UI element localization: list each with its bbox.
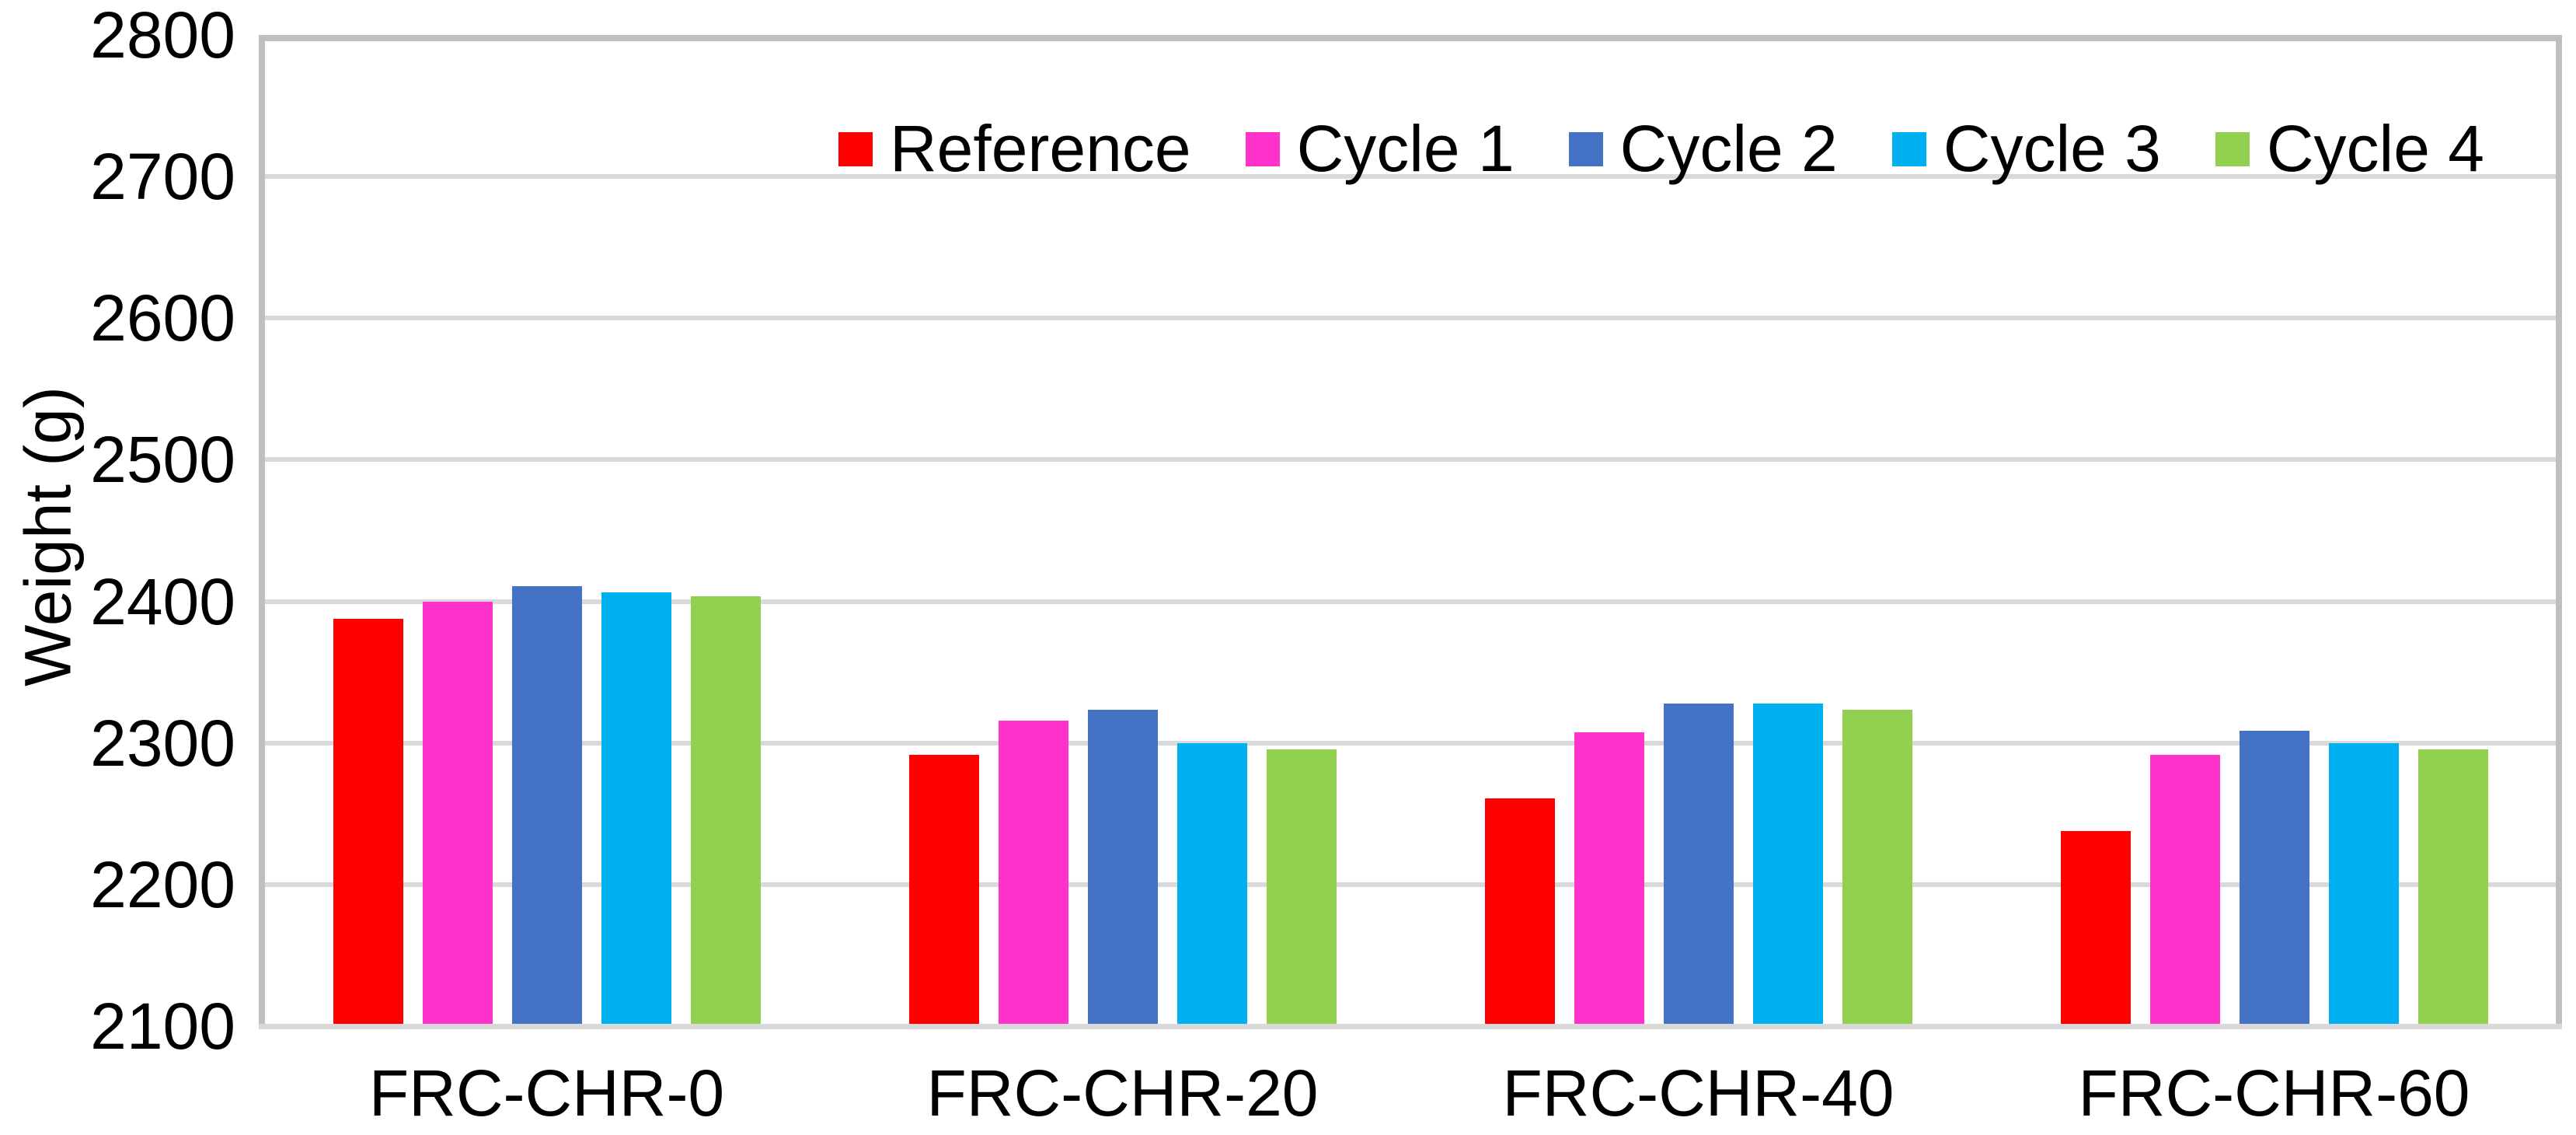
legend-label: Cycle 3 (1943, 112, 2161, 185)
bar-FRC-CHR-60-cycle-1 (2149, 755, 2220, 1026)
gridline-2600 (265, 316, 2556, 321)
y-tick-label-2800: 2800 (90, 0, 235, 72)
x-category-label-frc-chr-60: FRC-CHR-60 (2078, 1056, 2470, 1130)
bar-FRC-CHR-60-cycle-2 (2239, 731, 2309, 1026)
y-tick-label-2700: 2700 (90, 140, 235, 214)
y-tick-label-2500: 2500 (90, 423, 235, 497)
y-tick-label-2100: 2100 (90, 990, 235, 1063)
plot-area: Reference Cycle 1 Cycle 2 Cycle 3 Cycle 4 (259, 35, 2562, 1026)
legend-label: Cycle 1 (1296, 112, 1515, 185)
gridline-2400 (265, 599, 2556, 604)
x-axis-line (259, 1024, 2562, 1029)
gridline-2200 (265, 882, 2556, 887)
y-tick-label-2400: 2400 (90, 564, 235, 638)
gridline-2300 (265, 740, 2556, 746)
bar-FRC-CHR-40-cycle-1 (1574, 732, 1644, 1026)
bar-FRC-CHR-60-cycle-3 (2328, 743, 2399, 1026)
legend-item-cycle-1: Cycle 1 (1245, 111, 1515, 187)
bar-FRC-CHR-0-cycle-2 (511, 586, 582, 1026)
bar-FRC-CHR-0-reference (333, 619, 403, 1026)
gridline-2500 (265, 457, 2556, 463)
bar-FRC-CHR-0-cycle-3 (601, 592, 671, 1026)
bar-FRC-CHR-40-reference (1484, 798, 1555, 1026)
legend-label: Reference (890, 112, 1191, 185)
bar-FRC-CHR-20-cycle-1 (998, 721, 1068, 1026)
legend-item-cycle-3: Cycle 3 (1891, 111, 2161, 187)
gridline-2700 (265, 174, 2556, 180)
legend-label: Cycle 4 (2266, 112, 2484, 185)
legend-swatch-icon (1245, 131, 1280, 166)
bar-FRC-CHR-20-cycle-4 (1266, 749, 1337, 1026)
legend-swatch-icon (2215, 131, 2250, 166)
legend-swatch-icon (838, 131, 873, 166)
x-category-label-frc-chr-40: FRC-CHR-40 (1502, 1056, 1895, 1130)
bar-FRC-CHR-60-reference (2060, 831, 2131, 1026)
bar-FRC-CHR-0-cycle-4 (690, 596, 761, 1026)
bar-FRC-CHR-20-cycle-3 (1176, 743, 1247, 1026)
y-tick-label-2300: 2300 (90, 706, 235, 780)
bar-FRC-CHR-40-cycle-4 (1842, 709, 1912, 1026)
legend: Reference Cycle 1 Cycle 2 Cycle 3 Cycle 4 (838, 111, 2484, 187)
legend-label: Cycle 2 (1619, 112, 1838, 185)
x-category-label-frc-chr-20: FRC-CHR-20 (926, 1056, 1319, 1130)
bar-FRC-CHR-60-cycle-4 (2417, 749, 2488, 1026)
bar-FRC-CHR-40-cycle-2 (1663, 704, 1734, 1026)
legend-swatch-icon (1568, 131, 1603, 166)
legend-item-reference: Reference (838, 111, 1191, 187)
y-tick-label-2200: 2200 (90, 847, 235, 921)
bar-FRC-CHR-0-cycle-1 (422, 602, 493, 1026)
legend-swatch-icon (1891, 131, 1926, 166)
bar-FRC-CHR-20-reference (908, 755, 979, 1026)
legend-item-cycle-2: Cycle 2 (1568, 111, 1838, 187)
legend-item-cycle-4: Cycle 4 (2215, 111, 2484, 187)
bar-FRC-CHR-40-cycle-3 (1752, 704, 1823, 1026)
x-category-label-frc-chr-0: FRC-CHR-0 (368, 1056, 725, 1130)
bar-FRC-CHR-20-cycle-2 (1087, 709, 1158, 1026)
y-tick-label-2600: 2600 (90, 281, 235, 355)
